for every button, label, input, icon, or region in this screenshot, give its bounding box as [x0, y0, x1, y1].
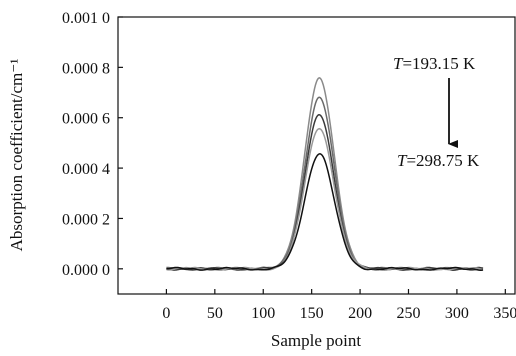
x-tick-label: 300: [445, 305, 469, 322]
absorption-curve: [166, 127, 484, 271]
absorption-curve: [166, 153, 484, 271]
x-axis-ticks: 0 50 100 150 200 250 300 350: [162, 289, 516, 322]
x-tick-label: 200: [348, 305, 372, 322]
x-axis-label: Sample point: [271, 331, 361, 350]
temperature-annotation: T=193.15 K T=298.75 K: [393, 54, 480, 170]
plot-frame: [117, 16, 516, 295]
x-tick-label: 350: [493, 305, 516, 322]
x-tick-label: 50: [207, 305, 223, 322]
x-tick-label: 250: [396, 305, 420, 322]
y-tick-label: 0.000 8: [62, 60, 110, 77]
y-tick-label: 0.000 4: [62, 161, 110, 178]
x-tick-label: 150: [300, 305, 324, 322]
x-tick-label: 100: [251, 305, 275, 322]
y-tick-label: 0.000 0: [62, 262, 110, 279]
y-tick-label: 0.001 0: [62, 10, 110, 27]
y-tick-label: 0.000 6: [62, 111, 110, 128]
series-group: [166, 77, 484, 271]
annotation-bottom: T=298.75 K: [397, 151, 480, 170]
y-axis-ticks: 0.000 0 0.000 2 0.000 4 0.000 6 0.000 8 0.001…: [62, 10, 123, 279]
x-tick-label: 0: [162, 305, 170, 322]
annotation-top: T=193.15 K: [393, 54, 476, 73]
y-axis-label: Absorption coefficient/cm⁻¹: [7, 59, 26, 252]
y-tick-label: 0.000 2: [62, 211, 110, 228]
